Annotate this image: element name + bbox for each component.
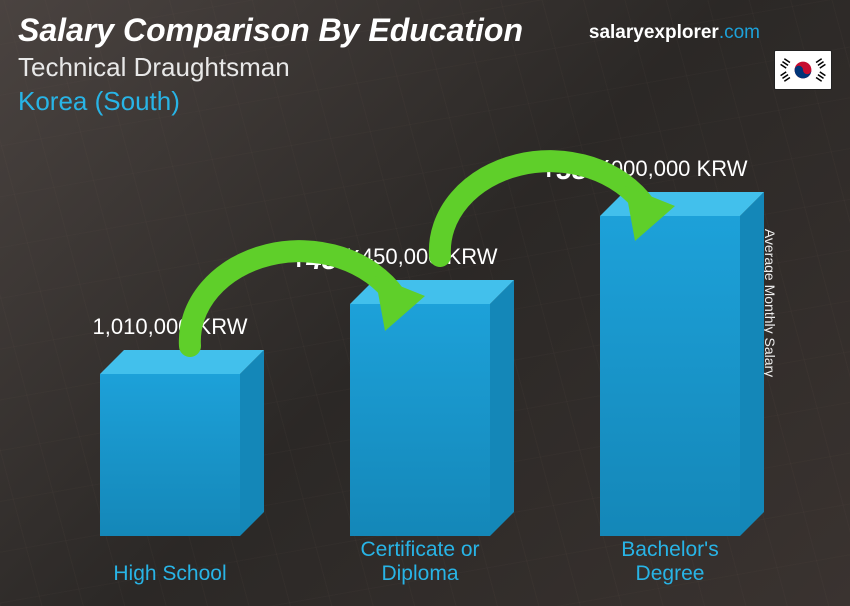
bar-chart: 1,010,000 KRWHigh School1,450,000 KRWCer… [40,106,790,586]
brand-domain: .com [719,22,760,43]
infographic-content: Salary Comparison By Education Technical… [0,0,850,606]
bar-side [240,350,264,536]
arrow-arc-icon [420,136,680,276]
country-flag-icon [774,50,832,90]
bar-category-label: Certificate orDiploma [360,538,479,586]
bar-category-label: High School [113,562,226,586]
main-title: Salary Comparison By Education [18,12,523,49]
brand-label: salaryexplorer.com [589,22,760,44]
bar-side [490,280,514,536]
increase-arrow [420,136,680,276]
increase-arrow [170,226,430,366]
brand-name: salaryexplorer [589,22,719,43]
bar-category-label: Bachelor'sDegree [621,538,718,586]
bar-side [740,192,764,536]
job-title: Technical Draughtsman [18,52,290,83]
arrow-arc-icon [170,226,430,366]
bar-front [100,374,240,536]
